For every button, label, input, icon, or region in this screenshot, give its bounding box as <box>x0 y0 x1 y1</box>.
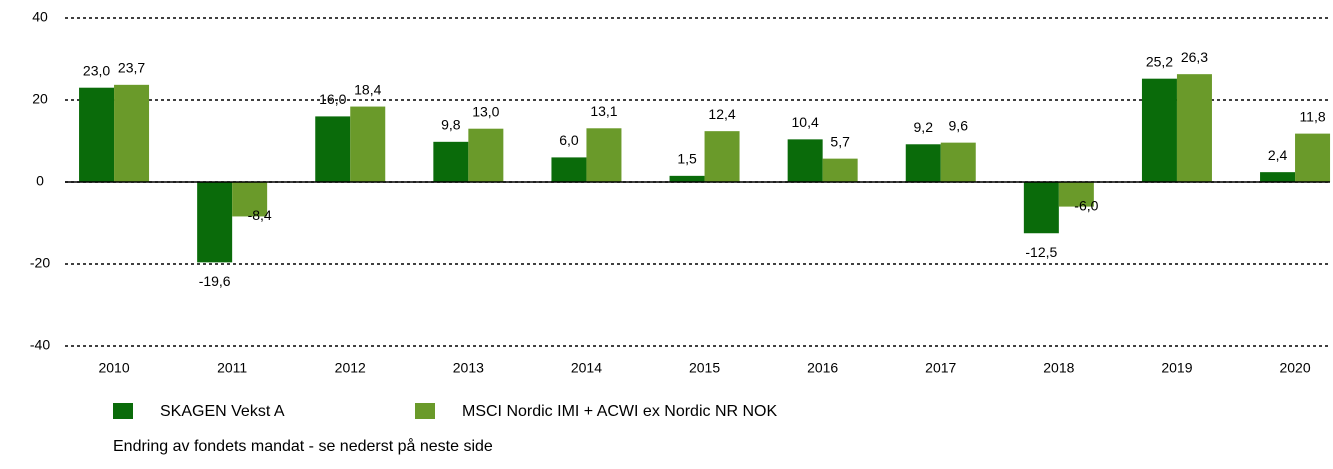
value-label: 26,3 <box>1181 49 1208 65</box>
bar <box>586 128 622 182</box>
value-label: 9,6 <box>949 117 969 133</box>
value-label: 2,4 <box>1268 147 1288 163</box>
value-label: 25,2 <box>1146 53 1173 69</box>
value-label: 6,0 <box>559 132 579 148</box>
value-label: -12,5 <box>1025 244 1057 260</box>
x-tick-label: 2013 <box>453 360 484 376</box>
x-tick-label: 2019 <box>1161 360 1192 376</box>
y-tick-label: -40 <box>30 337 50 353</box>
value-label: 10,4 <box>792 114 819 130</box>
value-label: 11,8 <box>1299 108 1325 124</box>
bar <box>787 139 823 182</box>
bar <box>905 144 941 182</box>
value-label: -19,6 <box>199 273 231 289</box>
x-tick-label: 2016 <box>807 360 838 376</box>
x-tick-label: 2017 <box>925 360 956 376</box>
bar <box>1141 78 1177 182</box>
x-tick-label: 2012 <box>335 360 366 376</box>
bar <box>114 84 150 182</box>
bar <box>350 106 386 182</box>
value-label: 23,7 <box>118 60 145 76</box>
bar <box>1176 74 1212 182</box>
value-label: 18,4 <box>354 81 381 97</box>
y-tick-label: 0 <box>36 173 44 189</box>
bar <box>197 182 233 263</box>
bar <box>1058 182 1094 207</box>
x-tick-label: 2010 <box>98 360 129 376</box>
x-tick-label: 2015 <box>689 360 720 376</box>
bar <box>315 116 351 182</box>
bar <box>1295 133 1331 182</box>
y-tick-label: -20 <box>30 255 50 271</box>
value-label: 9,8 <box>441 117 461 133</box>
bar <box>433 141 469 182</box>
bar <box>232 182 268 217</box>
bar <box>551 157 587 182</box>
bar <box>1260 172 1296 182</box>
value-label: 16,0 <box>319 91 346 107</box>
legend-swatch <box>113 403 133 419</box>
bar <box>1023 182 1059 234</box>
bar <box>79 87 115 182</box>
bar <box>822 158 858 182</box>
value-label: 9,2 <box>914 119 934 135</box>
note: Endring av fondets mandat - se nederst p… <box>113 437 493 455</box>
value-label: 5,7 <box>830 133 850 149</box>
y-tick-label: 40 <box>32 9 48 25</box>
legend-label: MSCI Nordic IMI + ACWI ex Nordic NR NOK <box>462 403 777 420</box>
value-label: 13,1 <box>590 103 617 119</box>
value-label: 12,4 <box>708 106 735 122</box>
bar <box>940 142 976 182</box>
value-label: 1,5 <box>677 151 697 167</box>
value-label: 23,0 <box>83 62 110 78</box>
value-label: -8,4 <box>248 207 272 223</box>
x-tick-label: 2018 <box>1043 360 1074 376</box>
bar <box>669 175 705 182</box>
value-label: -6,0 <box>1074 197 1098 213</box>
x-tick-label: 2011 <box>217 360 247 376</box>
value-label: 13,0 <box>472 103 499 119</box>
bar <box>468 128 504 182</box>
y-tick-label: 20 <box>32 91 48 107</box>
legend-label: SKAGEN Vekst A <box>160 403 285 420</box>
x-tick-label: 2014 <box>571 360 602 376</box>
x-tick-label: 2020 <box>1279 360 1310 376</box>
legend-swatch <box>415 403 435 419</box>
bar <box>704 131 740 182</box>
